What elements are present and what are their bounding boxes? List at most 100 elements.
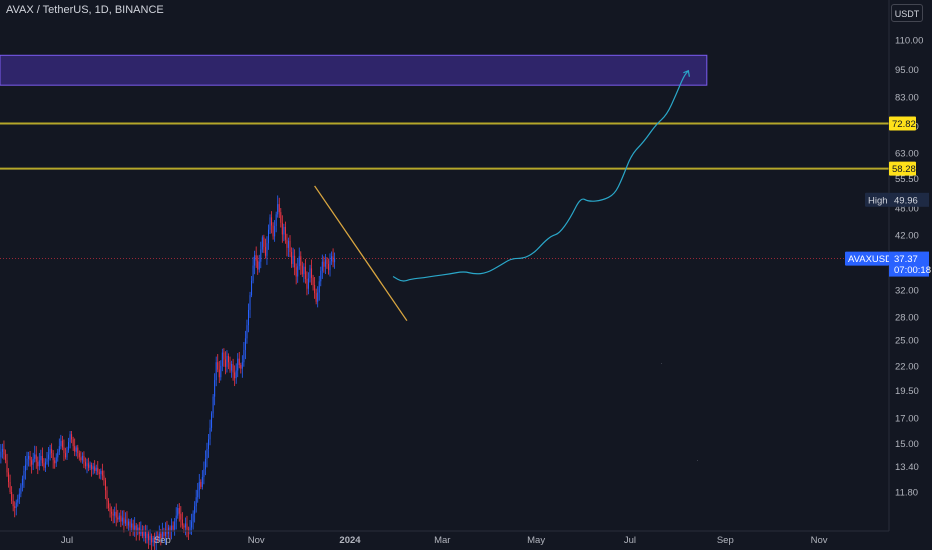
candle-body [72, 439, 74, 447]
candle-body [111, 511, 113, 514]
candle-body [112, 513, 114, 516]
candle-body [234, 372, 236, 379]
candle-body [32, 458, 34, 465]
candle-body [92, 466, 94, 470]
candle-body [141, 529, 143, 536]
price-tick-label: 11.80 [895, 488, 918, 499]
candle-body [204, 458, 206, 470]
candle-body [89, 464, 91, 468]
candle-body [9, 481, 11, 492]
high-value: 49.96 [894, 195, 918, 206]
candle-body [286, 239, 288, 248]
candle-body [306, 278, 308, 289]
chart-title: AVAX / TetherUS, 1D, BINANCE [6, 4, 164, 16]
candle-body [60, 440, 62, 447]
candle-body [271, 217, 273, 226]
candle-body [120, 515, 122, 522]
candle-body [78, 453, 80, 458]
candle-body [235, 370, 237, 379]
price-tick-label: 32.00 [895, 286, 919, 297]
high-label: High [868, 195, 888, 206]
candle-body [223, 352, 225, 360]
candle-body [146, 533, 148, 539]
candle-body [264, 246, 266, 256]
last-price-badge [889, 251, 929, 277]
candle-body [201, 477, 203, 487]
candle-body [266, 243, 268, 256]
candle-body [238, 358, 240, 365]
candle-body [300, 256, 302, 266]
candle-body [132, 523, 134, 530]
candle-body [327, 263, 329, 271]
candle-body [61, 440, 63, 448]
high-value-box [889, 192, 929, 207]
last-price-value: 37.37 [894, 254, 918, 265]
candle-body [249, 295, 251, 310]
candle-body [135, 525, 137, 532]
candle-body [186, 523, 188, 530]
candle-body [12, 500, 14, 507]
candle-body [21, 478, 23, 486]
candle-body [83, 455, 85, 462]
candle-body [206, 448, 208, 459]
candle-body [106, 490, 108, 501]
candle-body [294, 255, 296, 268]
time-tick-label: May [527, 535, 545, 546]
currency-button[interactable]: USDT [891, 4, 923, 22]
candle-body [226, 355, 228, 367]
candle-body [260, 249, 262, 262]
candle-body [246, 325, 248, 339]
candle-body [77, 447, 79, 454]
candle-body [161, 531, 163, 539]
candle-body [169, 527, 171, 532]
candle-body [291, 252, 293, 264]
candle-body [243, 349, 245, 363]
candle-body [257, 260, 259, 270]
candle-body [318, 281, 320, 293]
candle-body [289, 240, 291, 253]
candle-body [258, 261, 260, 270]
candle-body [3, 448, 5, 455]
candle-body [241, 362, 243, 369]
plot-background[interactable] [0, 0, 889, 531]
symbol-badge[interactable] [845, 251, 889, 266]
candle-body [255, 255, 257, 261]
candle-body [281, 222, 283, 235]
candle-body [221, 352, 223, 366]
candle-body [68, 442, 70, 451]
candle-body [0, 451, 2, 458]
candle-body [297, 266, 299, 277]
candle-body [152, 538, 154, 543]
candle-body [175, 515, 177, 522]
candle-body [46, 458, 48, 462]
candle-body [160, 533, 162, 539]
candle-body [66, 450, 68, 458]
candle-body [254, 255, 256, 266]
candle-body [126, 519, 128, 526]
candle-body [143, 531, 145, 536]
candle-body [74, 446, 76, 452]
time-tick-label: 2024 [339, 535, 361, 546]
candle-body [134, 525, 136, 530]
candle-body [58, 446, 60, 452]
projection-path[interactable] [392, 70, 689, 282]
candle-body [49, 448, 51, 455]
candle-body [323, 261, 325, 267]
trendline[interactable] [314, 185, 408, 322]
candle-body [312, 277, 314, 286]
candle-body [274, 225, 276, 237]
candle-body [303, 266, 305, 275]
candle-body [166, 529, 168, 534]
candle-body [224, 359, 226, 367]
candle-body [309, 268, 311, 279]
candle-body [158, 533, 160, 541]
candle-body [267, 229, 269, 244]
candle-body [114, 511, 116, 516]
candle-body [304, 266, 306, 279]
candle-body [44, 461, 46, 468]
price-tick-label: 55.50 [895, 174, 919, 185]
level-badge-label: 72.82 [892, 119, 916, 130]
target-zone[interactable] [0, 54, 708, 86]
